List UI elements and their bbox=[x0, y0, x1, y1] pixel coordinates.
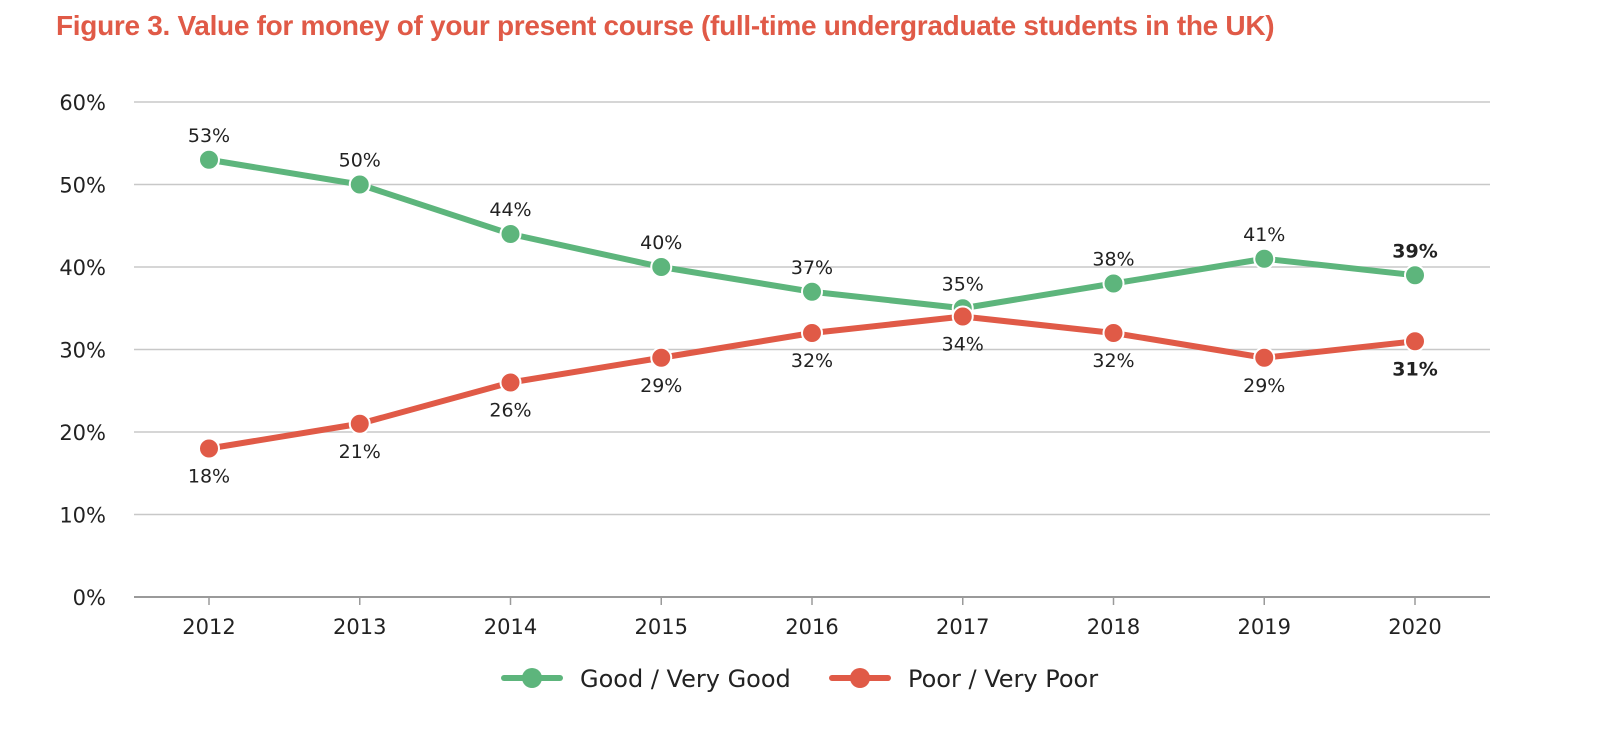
poor-very-poor-data-label: 29% bbox=[640, 375, 682, 397]
good-very-good-data-label: 41% bbox=[1243, 224, 1285, 246]
good-very-good-point bbox=[1102, 272, 1125, 295]
x-tick-label: 2012 bbox=[182, 615, 235, 639]
y-tick-label: 0% bbox=[73, 586, 106, 610]
good-very-good-data-label: 50% bbox=[339, 150, 381, 172]
good-very-good-data-label: 53% bbox=[188, 125, 230, 147]
good-very-good-legend-label: Good / Very Good bbox=[580, 665, 791, 693]
x-axis-ticks: 2012 2013 2014 2015 2016 2017 2018 2019 2020 bbox=[182, 597, 1442, 639]
good-very-good-point bbox=[1253, 247, 1276, 270]
x-tick-label: 2014 bbox=[484, 615, 537, 639]
poor-very-poor-data-label: 34% bbox=[942, 334, 984, 356]
good-very-good-point bbox=[198, 148, 220, 171]
x-tick-label: 2016 bbox=[785, 615, 838, 639]
poor-very-poor-data-label: 21% bbox=[339, 441, 381, 463]
poor-very-poor-point bbox=[951, 305, 974, 328]
poor-very-poor-point bbox=[1102, 322, 1125, 344]
chart-title: Figure 3. Value for money of your presen… bbox=[56, 10, 1275, 41]
poor-very-poor-data-label: 32% bbox=[791, 350, 833, 372]
y-tick-label: 20% bbox=[59, 421, 106, 445]
legend: Good / Very Good Poor / Very Poor bbox=[501, 665, 1098, 693]
poor-very-poor-point bbox=[801, 322, 823, 344]
poor-very-poor-data-label: 18% bbox=[188, 466, 230, 488]
poor-very-poor-point bbox=[1253, 346, 1276, 369]
good-very-good-data-label: 44% bbox=[489, 199, 531, 221]
poor-very-poor-legend-label: Poor / Very Poor bbox=[908, 665, 1098, 693]
good-very-good-point bbox=[1404, 264, 1426, 287]
good-very-good-point bbox=[499, 223, 522, 245]
x-tick-label: 2018 bbox=[1087, 615, 1140, 639]
poor-very-poor-data-label: 32% bbox=[1092, 350, 1134, 372]
x-tick-label: 2015 bbox=[635, 615, 688, 639]
poor-very-poor-data-label: 31% bbox=[1392, 358, 1437, 380]
good-very-good-point bbox=[650, 256, 673, 278]
good-very-good-data-label: 35% bbox=[942, 273, 984, 295]
x-tick-label: 2020 bbox=[1388, 615, 1441, 639]
y-tick-label: 30% bbox=[59, 339, 106, 363]
poor-very-poor-point bbox=[499, 371, 522, 394]
x-tick-label: 2013 bbox=[333, 615, 386, 639]
y-tick-label: 10% bbox=[59, 504, 106, 528]
poor-very-poor-point bbox=[650, 346, 673, 369]
y-tick-label: 50% bbox=[59, 174, 106, 198]
x-tick-label: 2019 bbox=[1238, 615, 1291, 639]
x-tick-label: 2017 bbox=[936, 615, 989, 639]
poor-very-poor-point bbox=[348, 412, 371, 435]
good-very-good-data-label: 40% bbox=[640, 232, 682, 254]
poor-very-poor-legend-marker bbox=[850, 668, 870, 688]
y-axis-ticks: 0% 10% 20% 30% 40% 50% 60% bbox=[59, 91, 106, 610]
good-very-good-point bbox=[801, 280, 823, 303]
poor-very-poor-point bbox=[1404, 330, 1426, 353]
series bbox=[198, 148, 1426, 460]
good-very-good-data-label: 39% bbox=[1392, 240, 1437, 262]
poor-very-poor-point bbox=[198, 437, 220, 460]
good-very-good-data-label: 38% bbox=[1092, 249, 1134, 271]
poor-very-poor-data-label: 29% bbox=[1243, 375, 1285, 397]
data-labels: 53% 50% 44% 40% 37% 35% 38% 41% 39% 18% 21% 26% 29% 3… bbox=[188, 125, 1438, 488]
y-tick-label: 40% bbox=[59, 256, 106, 280]
good-very-good-point bbox=[348, 173, 371, 196]
good-very-good-legend-marker bbox=[522, 668, 542, 688]
good-very-good-data-label: 37% bbox=[791, 257, 833, 279]
poor-very-poor-data-label: 26% bbox=[489, 400, 531, 422]
y-tick-label: 60% bbox=[59, 91, 106, 115]
